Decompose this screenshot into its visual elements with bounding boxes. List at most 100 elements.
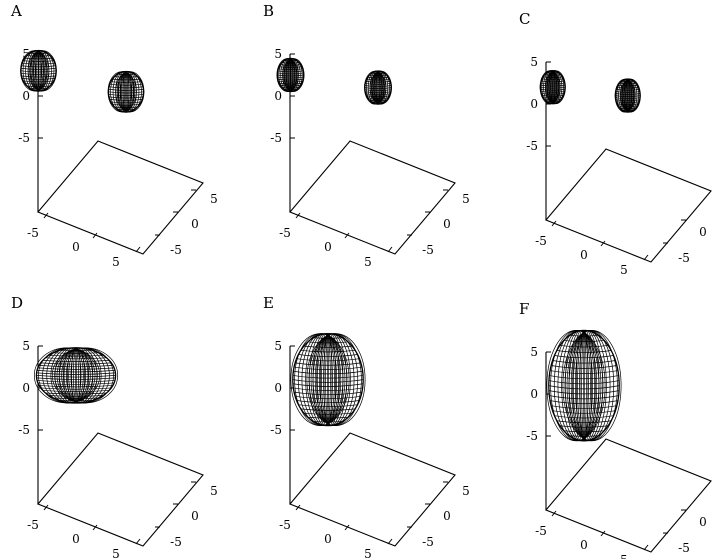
front-tick-label: 5 <box>620 553 628 559</box>
side-tick-label: -5 <box>422 535 434 549</box>
side-tick-label: -5 <box>422 243 434 257</box>
front-tick-label: -5 <box>279 226 291 240</box>
front-tick-label: 5 <box>364 255 372 269</box>
vertical-tick-label: -5 <box>270 423 282 437</box>
ellipsoid-surface <box>539 69 566 105</box>
front-tick-label: 0 <box>324 240 332 254</box>
ellipsoid-surface <box>614 78 641 113</box>
front-tick-label: 0 <box>580 538 588 552</box>
panel-label: D <box>11 294 23 312</box>
floor-plane <box>37 140 204 255</box>
front-tick <box>295 504 301 511</box>
ellipsoid-surface <box>364 70 392 105</box>
panel-label: F <box>519 300 529 318</box>
vertical-tick-label: -5 <box>270 131 282 145</box>
side-tick-label: 0 <box>443 217 451 231</box>
vertical-tick-label: 0 <box>22 381 30 395</box>
vertical-tick-label: 0 <box>274 381 282 395</box>
side-tick-label: 0 <box>699 515 707 529</box>
vertical-tick-label: -5 <box>526 139 538 153</box>
vertical-tick-label: 0 <box>530 97 538 111</box>
front-tick-label: -5 <box>27 518 39 532</box>
front-tick <box>43 212 49 219</box>
vertical-tick-label: -5 <box>18 131 30 145</box>
mesh-longitude <box>627 78 629 113</box>
front-tick-label: -5 <box>27 226 39 240</box>
front-tick <box>643 254 649 261</box>
vertical-tick-label: 5 <box>22 47 30 61</box>
vertical-tick-label: -5 <box>526 429 538 443</box>
mesh-longitude <box>323 333 331 426</box>
mesh-longitude <box>575 330 589 442</box>
panel-c: C 5 0 -5 -5 0 5 0 -5 <box>519 10 712 277</box>
merged-surface <box>546 329 622 442</box>
side-tick-label: 5 <box>462 192 470 206</box>
vertical-tick-label: 0 <box>274 89 282 103</box>
mesh-longitude <box>37 50 40 92</box>
front-tick <box>43 504 49 511</box>
mesh-longitude <box>115 71 145 113</box>
mesh-longitude <box>27 50 57 92</box>
front-tick-label: 5 <box>620 263 628 277</box>
front-tick <box>643 544 649 551</box>
mesh-longitude <box>579 330 587 442</box>
front-tick-label: -5 <box>535 234 547 248</box>
ellipsoid-surface <box>20 49 57 92</box>
front-tick <box>600 530 606 537</box>
mesh-longitude <box>306 333 366 426</box>
mesh-longitude <box>125 71 127 113</box>
side-tick-label: 5 <box>462 484 470 498</box>
front-tick <box>387 538 393 545</box>
vertical-tick-label: 5 <box>22 339 30 353</box>
side-tick-label: -5 <box>678 251 690 265</box>
merged-surface <box>33 347 119 404</box>
mesh-longitude <box>75 347 77 404</box>
mesh-longitude <box>282 58 305 92</box>
side-tick-label: 5 <box>210 192 218 206</box>
front-tick-label: 0 <box>324 532 332 546</box>
front-tick-label: 0 <box>72 240 80 254</box>
mesh-longitude <box>319 333 333 426</box>
vertical-tick-label: 0 <box>530 387 538 401</box>
mesh-longitude <box>327 333 329 426</box>
merged-surface <box>290 332 366 427</box>
front-tick-label: -5 <box>279 518 291 532</box>
ellipsoid-surface <box>276 57 305 93</box>
vertical-tick-label: -5 <box>18 423 30 437</box>
front-tick <box>344 524 350 531</box>
floor-plane <box>289 140 456 255</box>
side-tick-label: 0 <box>443 509 451 523</box>
panel-f: F 5 0 -5 -5 0 5 0 -5 <box>519 300 712 559</box>
panel-label: E <box>263 294 274 312</box>
mesh-longitude <box>71 347 79 404</box>
panel-label: A <box>10 2 22 20</box>
side-tick-label: -5 <box>170 535 182 549</box>
mesh-longitude <box>562 330 622 442</box>
mesh-longitude <box>377 70 379 105</box>
side-tick-label: -5 <box>678 541 690 555</box>
front-tick-label: 5 <box>112 255 120 269</box>
front-tick <box>387 246 393 253</box>
front-tick <box>295 212 301 219</box>
side-tick-label: 0 <box>191 217 199 231</box>
front-tick-label: 0 <box>72 532 80 546</box>
mesh-longitude <box>51 347 119 404</box>
vertical-tick-label: 5 <box>274 47 282 61</box>
front-tick <box>135 538 141 545</box>
front-tick <box>600 240 606 247</box>
floor-plane <box>289 432 456 547</box>
mesh-longitude <box>67 347 82 404</box>
side-tick-label: 0 <box>699 225 707 239</box>
vertical-tick-label: 0 <box>22 89 30 103</box>
front-tick <box>344 232 350 239</box>
side-tick-label: 0 <box>191 509 199 523</box>
floor-plane <box>545 148 712 263</box>
mesh-longitude <box>620 78 641 113</box>
front-tick-label: 5 <box>364 547 372 559</box>
vertical-tick-label: 5 <box>274 339 282 353</box>
